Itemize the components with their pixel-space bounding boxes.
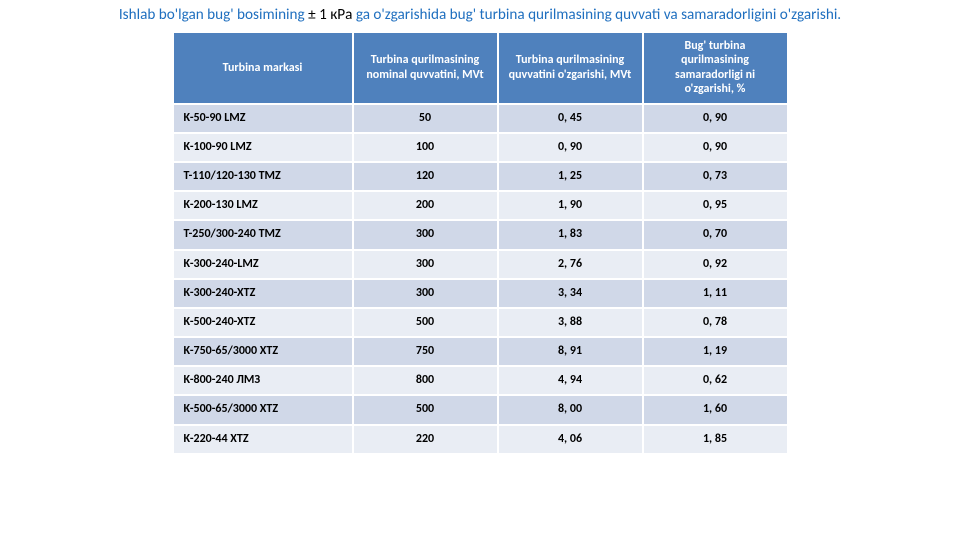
cell-delta-p: 2, 76 bbox=[498, 250, 643, 279]
table-row: K-750-65/3000 XTZ 750 8, 91 1, 19 bbox=[173, 337, 788, 366]
cell-delta-p: 8, 91 bbox=[498, 337, 643, 366]
cell-delta-p: 3, 34 bbox=[498, 279, 643, 308]
cell-nominal: 500 bbox=[353, 308, 498, 337]
table-row: T-110/120-130 TMZ 120 1, 25 0, 73 bbox=[173, 162, 788, 191]
cell-eff: 1, 85 bbox=[643, 425, 788, 454]
cell-eff: 0, 90 bbox=[643, 133, 788, 162]
table-row: K-300-240-LMZ 300 2, 76 0, 92 bbox=[173, 250, 788, 279]
table-head: Turbina markasi Turbina qurilmasining no… bbox=[173, 32, 788, 104]
cell-model: K-300-240-LMZ bbox=[173, 250, 353, 279]
table-row: K-500-65/3000 XTZ 500 8, 00 1, 60 bbox=[173, 395, 788, 424]
cell-model: K-500-240-XTZ bbox=[173, 308, 353, 337]
cell-eff: 1, 11 bbox=[643, 279, 788, 308]
cell-nominal: 100 bbox=[353, 133, 498, 162]
table-row: K-300-240-XTZ 300 3, 34 1, 11 bbox=[173, 279, 788, 308]
col-header-2: Turbina qurilmasining quvvatini o'zgaris… bbox=[498, 32, 643, 104]
col-header-3: Bug' turbina qurilmasining samaradorligi… bbox=[643, 32, 788, 104]
cell-eff: 1, 60 bbox=[643, 395, 788, 424]
cell-model: K-220-44 XTZ bbox=[173, 425, 353, 454]
cell-delta-p: 4, 94 bbox=[498, 366, 643, 395]
cell-eff: 0, 92 bbox=[643, 250, 788, 279]
cell-nominal: 750 bbox=[353, 337, 498, 366]
table-row: T-250/300-240 TMZ 300 1, 83 0, 70 bbox=[173, 220, 788, 249]
cell-delta-p: 1, 83 bbox=[498, 220, 643, 249]
table-row: K-100-90 LMZ 100 0, 90 0, 90 bbox=[173, 133, 788, 162]
cell-model: T-110/120-130 TMZ bbox=[173, 162, 353, 191]
cell-nominal: 300 bbox=[353, 220, 498, 249]
table-row: K-220-44 XTZ 220 4, 06 1, 85 bbox=[173, 425, 788, 454]
cell-model: K-300-240-XTZ bbox=[173, 279, 353, 308]
cell-delta-p: 1, 90 bbox=[498, 191, 643, 220]
cell-model: K-500-65/3000 XTZ bbox=[173, 395, 353, 424]
table-row: K-200-130 LMZ 200 1, 90 0, 95 bbox=[173, 191, 788, 220]
title-part-pm: ± 1 кPа bbox=[308, 6, 352, 24]
cell-nominal: 200 bbox=[353, 191, 498, 220]
cell-eff: 0, 95 bbox=[643, 191, 788, 220]
cell-eff: 0, 73 bbox=[643, 162, 788, 191]
title-part-before: Ishlab bo'lgan bug' bosimining bbox=[119, 6, 308, 24]
cell-nominal: 220 bbox=[353, 425, 498, 454]
turbine-table: Turbina markasi Turbina qurilmasining no… bbox=[172, 31, 789, 455]
table-row: K-50-90 LMZ 50 0, 45 0, 90 bbox=[173, 104, 788, 133]
cell-model: K-750-65/3000 XTZ bbox=[173, 337, 353, 366]
slide-title: Ishlab bo'lgan bug' bosimining ± 1 кPа g… bbox=[10, 6, 950, 25]
cell-eff: 0, 70 bbox=[643, 220, 788, 249]
cell-model: K-800-240 ЛМЗ bbox=[173, 366, 353, 395]
cell-eff: 0, 90 bbox=[643, 104, 788, 133]
cell-delta-p: 8, 00 bbox=[498, 395, 643, 424]
cell-nominal: 500 bbox=[353, 395, 498, 424]
cell-eff: 0, 78 bbox=[643, 308, 788, 337]
cell-nominal: 800 bbox=[353, 366, 498, 395]
cell-model: K-50-90 LMZ bbox=[173, 104, 353, 133]
cell-delta-p: 4, 06 bbox=[498, 425, 643, 454]
cell-eff: 0, 62 bbox=[643, 366, 788, 395]
table-body: K-50-90 LMZ 50 0, 45 0, 90 K-100-90 LMZ … bbox=[173, 104, 788, 454]
table-row: K-500-240-XTZ 500 3, 88 0, 78 bbox=[173, 308, 788, 337]
cell-delta-p: 1, 25 bbox=[498, 162, 643, 191]
title-part-after: ga o'zgarishida bug' turbina qurilmasini… bbox=[356, 6, 841, 24]
cell-nominal: 50 bbox=[353, 104, 498, 133]
cell-delta-p: 0, 90 bbox=[498, 133, 643, 162]
cell-eff: 1, 19 bbox=[643, 337, 788, 366]
table-row: K-800-240 ЛМЗ 800 4, 94 0, 62 bbox=[173, 366, 788, 395]
slide: Ishlab bo'lgan bug' bosimining ± 1 кPа g… bbox=[0, 0, 960, 540]
cell-delta-p: 3, 88 bbox=[498, 308, 643, 337]
table-header-row: Turbina markasi Turbina qurilmasining no… bbox=[173, 32, 788, 104]
cell-model: K-100-90 LMZ bbox=[173, 133, 353, 162]
cell-delta-p: 0, 45 bbox=[498, 104, 643, 133]
col-header-1: Turbina qurilmasining nominal quvvatini,… bbox=[353, 32, 498, 104]
col-header-0: Turbina markasi bbox=[173, 32, 353, 104]
cell-model: K-200-130 LMZ bbox=[173, 191, 353, 220]
cell-nominal: 300 bbox=[353, 279, 498, 308]
cell-nominal: 300 bbox=[353, 250, 498, 279]
cell-model: T-250/300-240 TMZ bbox=[173, 220, 353, 249]
cell-nominal: 120 bbox=[353, 162, 498, 191]
